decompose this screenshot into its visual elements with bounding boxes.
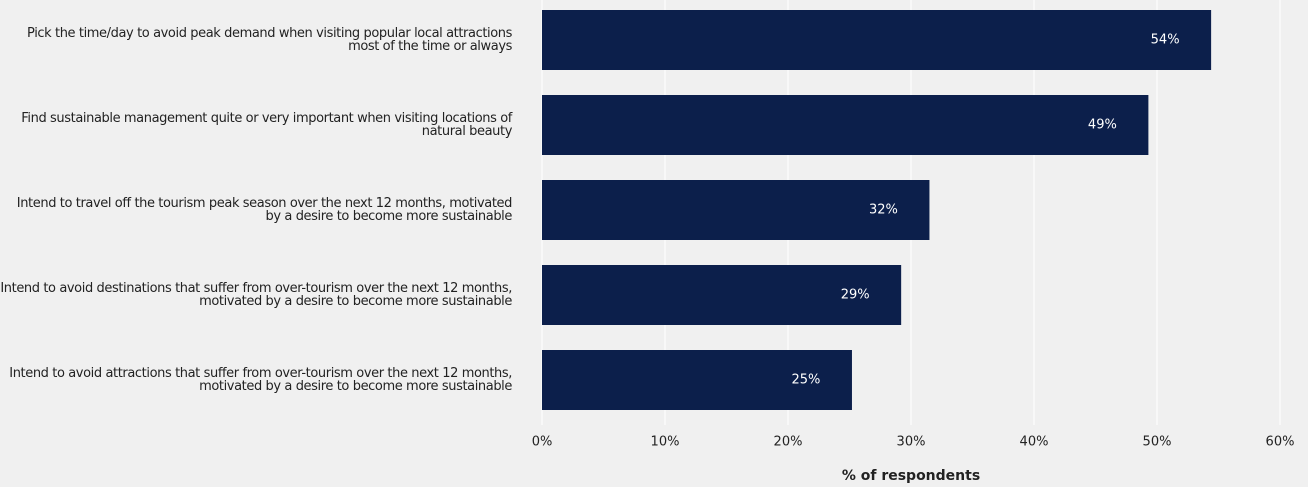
data-label: 32% xyxy=(869,203,898,218)
y-tick-label: Intend to travel off the tourism peak se… xyxy=(16,196,513,224)
y-tick-label: Find sustainable management quite or ver… xyxy=(21,111,512,139)
bar xyxy=(542,10,1212,70)
y-tick-label: Pick the time/day to avoid peak demand w… xyxy=(27,26,512,54)
x-tick-label: 40% xyxy=(1020,435,1049,450)
data-label: 29% xyxy=(841,288,870,303)
x-tick-label: 20% xyxy=(774,435,803,450)
y-tick-label: Intend to avoid attractions that suffer … xyxy=(9,366,512,394)
bar xyxy=(542,265,902,325)
x-axis-title: % of respondents xyxy=(842,468,980,484)
data-label: 49% xyxy=(1088,118,1117,133)
x-tick-label: 60% xyxy=(1266,435,1295,450)
y-tick-label: Intend to avoid destinations that suffer… xyxy=(0,281,512,309)
bar xyxy=(542,350,852,410)
data-label: 25% xyxy=(792,373,821,388)
data-label: 54% xyxy=(1151,33,1180,48)
x-tick-label: 0% xyxy=(532,435,553,450)
x-tick-label: 10% xyxy=(651,435,680,450)
bar xyxy=(542,95,1149,155)
bar xyxy=(542,180,930,240)
x-tick-label: 30% xyxy=(897,435,926,450)
x-tick-label: 50% xyxy=(1143,435,1172,450)
